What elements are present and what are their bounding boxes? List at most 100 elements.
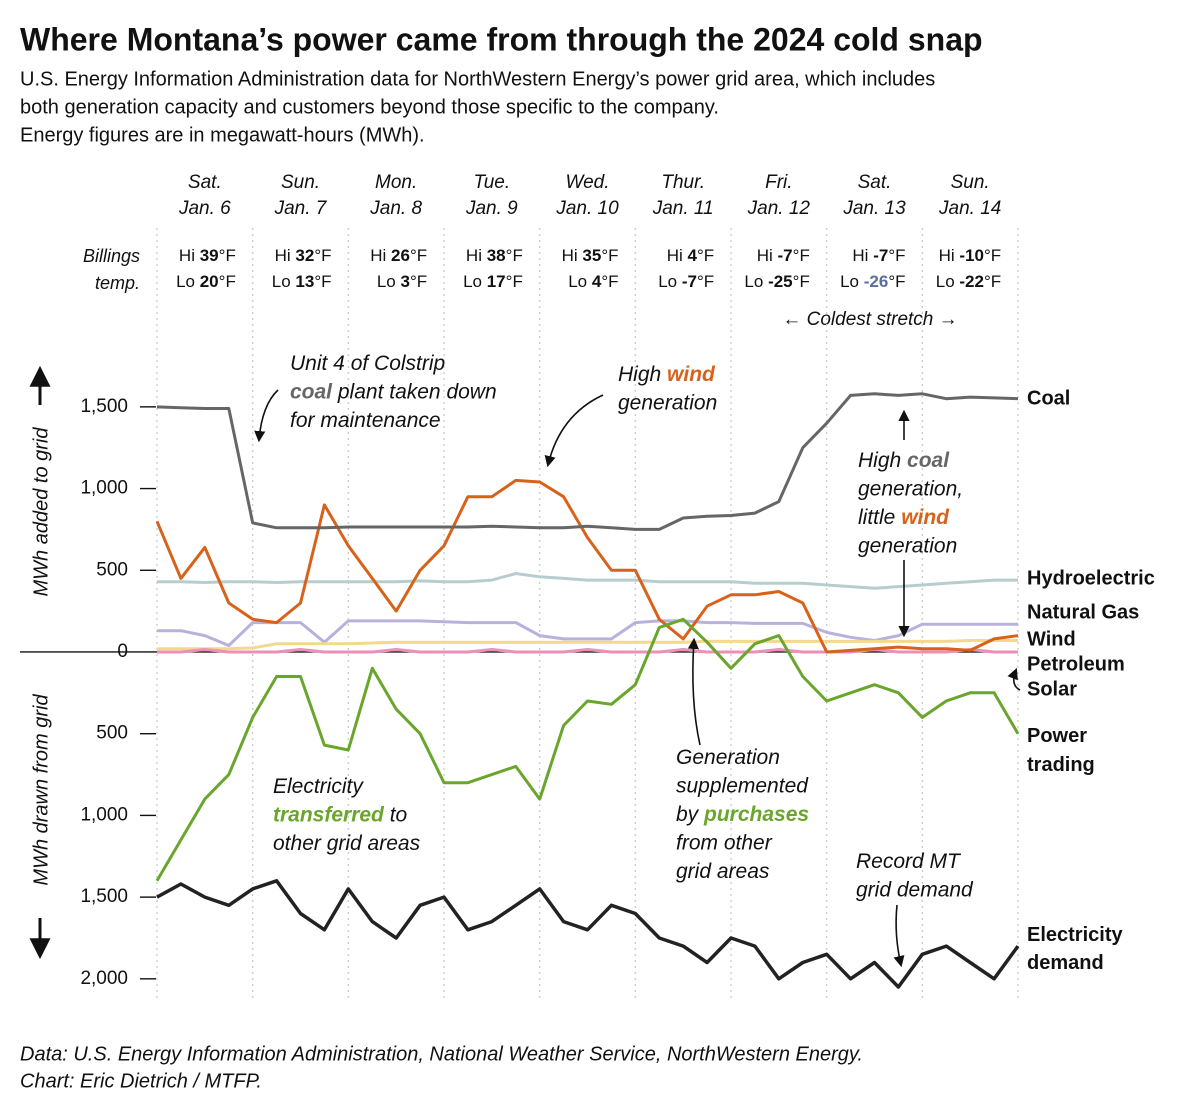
annotation-text: for maintenance bbox=[290, 409, 441, 432]
annotation-text: generation, bbox=[858, 477, 963, 500]
arrow bbox=[1007, 667, 1021, 691]
temp-unit: °F bbox=[314, 246, 331, 265]
temp-prefix: Hi bbox=[667, 246, 683, 265]
annotation-text: Electricity bbox=[273, 775, 364, 798]
temp-unit: °F bbox=[219, 272, 236, 291]
annotation: by purchases bbox=[676, 803, 809, 826]
temp: Lo 3°F bbox=[377, 272, 427, 291]
temp-unit: °F bbox=[888, 246, 905, 265]
series-label: Electricity demand bbox=[1027, 924, 1128, 974]
temp-prefix: Hi bbox=[179, 246, 195, 265]
temp-unit: °F bbox=[793, 272, 810, 291]
footer: Data: U.S. Energy Information Administra… bbox=[20, 1043, 863, 1065]
temp: Lo 17°F bbox=[463, 272, 523, 291]
annotation-text: generation bbox=[858, 534, 957, 557]
annotation: Generation bbox=[676, 746, 780, 769]
annotation-text: Generation bbox=[676, 746, 780, 769]
day-label: Sun. bbox=[281, 172, 320, 193]
date-label: Jan. 8 bbox=[369, 198, 422, 219]
arrow bbox=[687, 637, 701, 746]
temp: Hi 38°F bbox=[466, 246, 523, 265]
temp: Hi 32°F bbox=[275, 246, 332, 265]
temp: Hi -7°F bbox=[852, 246, 905, 265]
temp-value: -7 bbox=[873, 246, 888, 265]
temp: Lo 20°F bbox=[176, 272, 236, 291]
temp-prefix: Lo bbox=[936, 272, 955, 291]
y-tick-label: 500 bbox=[96, 723, 128, 744]
annotation: Record MT bbox=[856, 850, 962, 873]
temp: Lo -22°F bbox=[936, 272, 1001, 291]
annotation: little wind bbox=[858, 506, 950, 529]
temp-label: temp. bbox=[95, 273, 140, 293]
day-label: Sat. bbox=[858, 172, 892, 193]
temp: Hi 35°F bbox=[562, 246, 619, 265]
annotation-text: grid demand bbox=[856, 878, 974, 901]
arrow bbox=[254, 389, 279, 443]
subtitle: both generation capacity and customers b… bbox=[20, 96, 719, 118]
annotation-arrows bbox=[254, 389, 1021, 968]
temp: Hi 26°F bbox=[370, 246, 427, 265]
temp-value: -7 bbox=[682, 272, 697, 291]
y-tick-label: 1,500 bbox=[80, 396, 128, 417]
temp-value: 3 bbox=[401, 272, 410, 291]
date-label: Jan. 6 bbox=[178, 198, 231, 219]
temp-value: 4 bbox=[592, 272, 602, 291]
temp-prefix: Lo bbox=[840, 272, 859, 291]
temp-prefix: Lo bbox=[568, 272, 587, 291]
temp-unit: °F bbox=[984, 246, 1001, 265]
temp-value: -25 bbox=[768, 272, 793, 291]
temp-unit: °F bbox=[314, 272, 331, 291]
temp: Lo -26°F bbox=[840, 272, 905, 291]
annotation-text: other grid areas bbox=[273, 832, 421, 855]
temp-label: Billings bbox=[83, 246, 140, 266]
day-label: Fri. bbox=[765, 172, 792, 193]
annotation-text: Unit 4 of Colstrip bbox=[290, 352, 445, 375]
series-label: Solar bbox=[1027, 678, 1077, 700]
annotation-text: transferred bbox=[273, 803, 385, 826]
annotation: generation bbox=[858, 534, 957, 557]
y-tick-label: 1,000 bbox=[80, 804, 128, 825]
annotation: High coal bbox=[858, 449, 950, 472]
temp-value: 26 bbox=[391, 246, 410, 265]
temp-value: 39 bbox=[200, 246, 219, 265]
annotation: grid demand bbox=[856, 878, 974, 901]
temp-prefix: Lo bbox=[658, 272, 677, 291]
annotation-text: generation bbox=[618, 391, 717, 414]
temp-value: -10 bbox=[959, 246, 984, 265]
y-axis-label: MWh added to grid bbox=[30, 427, 52, 597]
annotation-text: Record MT bbox=[856, 850, 962, 873]
annotation-text: plant taken down bbox=[332, 380, 497, 403]
day-label: Sat. bbox=[188, 172, 222, 193]
temp-prefix: Lo bbox=[176, 272, 195, 291]
temp-unit: °F bbox=[984, 272, 1001, 291]
annotation-text: High bbox=[618, 363, 667, 386]
annotation-text: coal bbox=[907, 449, 950, 472]
temp-prefix: Hi bbox=[466, 246, 482, 265]
temp-value: -7 bbox=[778, 246, 793, 265]
series-line bbox=[155, 617, 1020, 882]
annotation-text: from other bbox=[676, 831, 773, 854]
annotation-text: wind bbox=[667, 363, 716, 386]
temp-value: -26 bbox=[864, 272, 889, 291]
series-label: Natural Gas bbox=[1027, 601, 1139, 623]
y-tick-label: 2,000 bbox=[80, 968, 128, 989]
temp-unit: °F bbox=[506, 246, 523, 265]
annotation-text: purchases bbox=[703, 803, 809, 826]
series-line bbox=[156, 392, 1019, 531]
temp: Lo 13°F bbox=[272, 272, 332, 291]
y-tick-label: 1,500 bbox=[80, 886, 128, 907]
temp-prefix: Hi bbox=[939, 246, 955, 265]
day-label: Wed. bbox=[565, 172, 609, 193]
series-label: Hydroelectric bbox=[1027, 567, 1155, 589]
date-label: Jan. 14 bbox=[938, 198, 1001, 219]
temp: Hi -10°F bbox=[939, 246, 1002, 265]
temp-unit: °F bbox=[601, 272, 618, 291]
date-label: Jan. 7 bbox=[274, 198, 328, 219]
temp-prefix: Lo bbox=[272, 272, 291, 291]
series-label: Wind bbox=[1027, 628, 1076, 650]
annotation: Electricity bbox=[273, 775, 364, 798]
series-line bbox=[157, 572, 1018, 590]
annotation-text: High bbox=[858, 449, 907, 472]
temp-prefix: Hi bbox=[852, 246, 868, 265]
annotation-text: little bbox=[858, 506, 901, 529]
